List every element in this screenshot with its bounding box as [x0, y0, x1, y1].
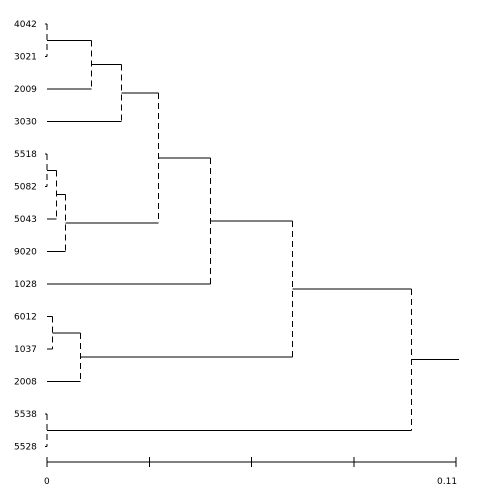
- leaf-label: 5043: [14, 215, 37, 225]
- leaf-label: 1037: [14, 345, 37, 355]
- leaf-label: 4042: [14, 20, 37, 30]
- leaf-label: 6012: [14, 313, 37, 323]
- leaf-label: 3021: [14, 53, 37, 63]
- leaf-label: 2009: [14, 85, 37, 95]
- leaf-label: 5082: [14, 183, 37, 193]
- leaf-labels: 4042 3021 2009 3030 5518 5082 5043 9020 1028 6012…: [14, 20, 37, 453]
- leaf-label: 3030: [14, 118, 37, 128]
- leaf-label: 5528: [14, 443, 37, 453]
- dendrogram-links: [45, 23, 459, 447]
- axis-min-label: 0: [44, 477, 50, 487]
- x-axis: 0 0.11: [44, 457, 457, 487]
- leaf-label: 9020: [14, 248, 37, 258]
- axis-max-label: 0.11: [437, 477, 457, 487]
- leaf-label: 5538: [14, 410, 37, 420]
- leaf-label: 1028: [14, 280, 37, 290]
- leaf-label: 2008: [14, 378, 37, 388]
- leaf-label: 5518: [14, 150, 37, 160]
- x-axis-ticks: [46, 457, 457, 467]
